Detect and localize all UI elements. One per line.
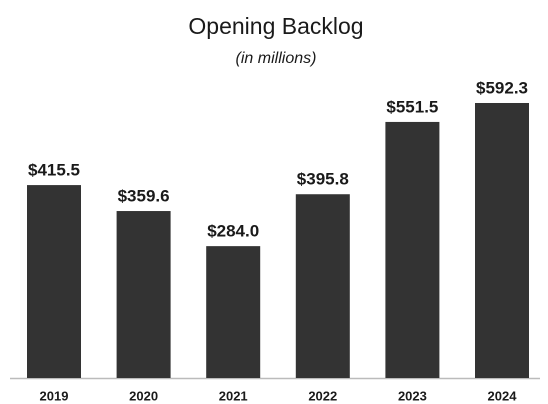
bar [27,185,81,378]
value-label: $395.8 [297,170,349,189]
chart-subtitle: (in millions) [236,50,317,67]
value-label: $551.5 [386,97,438,116]
x-tick-label: 2022 [308,388,337,403]
bar [116,211,171,378]
bar [475,102,529,378]
bar [206,246,261,378]
value-label: $592.3 [476,78,528,97]
value-label: $359.6 [118,187,170,206]
x-tick-label: 2023 [398,388,427,403]
bar [295,194,350,378]
x-tick-label: 2021 [219,388,248,403]
chart-title: Opening Backlog [188,13,363,39]
x-tick-label: 2019 [40,388,69,403]
x-tick-label: 2024 [488,388,518,403]
value-label: $415.5 [28,161,80,180]
value-label: $284.0 [207,222,259,241]
x-tick-label: 2020 [129,388,158,403]
bar [385,121,440,379]
